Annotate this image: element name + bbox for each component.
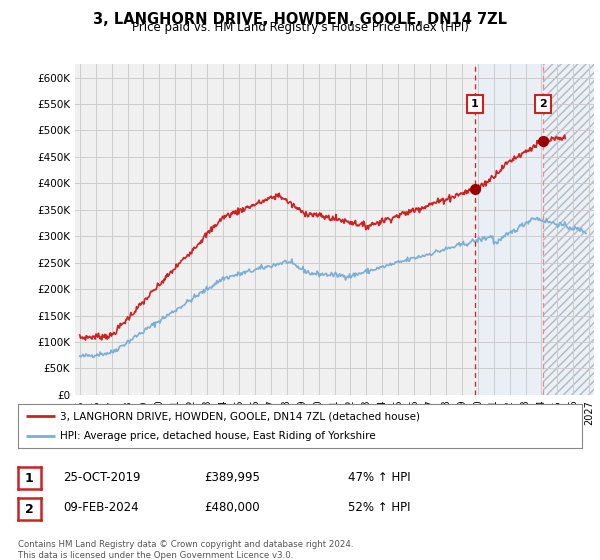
- Text: 3, LANGHORN DRIVE, HOWDEN, GOOLE, DN14 7ZL: 3, LANGHORN DRIVE, HOWDEN, GOOLE, DN14 7…: [93, 12, 507, 27]
- Text: £480,000: £480,000: [204, 501, 260, 515]
- Text: 25-OCT-2019: 25-OCT-2019: [63, 470, 140, 484]
- Text: 2: 2: [25, 502, 34, 516]
- Text: Price paid vs. HM Land Registry's House Price Index (HPI): Price paid vs. HM Land Registry's House …: [131, 21, 469, 35]
- Text: 2: 2: [539, 99, 547, 109]
- Text: 52% ↑ HPI: 52% ↑ HPI: [348, 501, 410, 515]
- Text: 3, LANGHORN DRIVE, HOWDEN, GOOLE, DN14 7ZL (detached house): 3, LANGHORN DRIVE, HOWDEN, GOOLE, DN14 7…: [60, 411, 420, 421]
- Text: 1: 1: [25, 472, 34, 485]
- Bar: [475, 64, 543, 395]
- Text: Contains HM Land Registry data © Crown copyright and database right 2024.
This d: Contains HM Land Registry data © Crown c…: [18, 539, 353, 560]
- Text: HPI: Average price, detached house, East Riding of Yorkshire: HPI: Average price, detached house, East…: [60, 431, 376, 441]
- Text: 1: 1: [471, 99, 479, 109]
- Text: 47% ↑ HPI: 47% ↑ HPI: [348, 470, 410, 484]
- Text: 09-FEB-2024: 09-FEB-2024: [63, 501, 139, 515]
- Bar: [543, 64, 600, 395]
- Text: £389,995: £389,995: [204, 470, 260, 484]
- Bar: [543, 64, 600, 395]
